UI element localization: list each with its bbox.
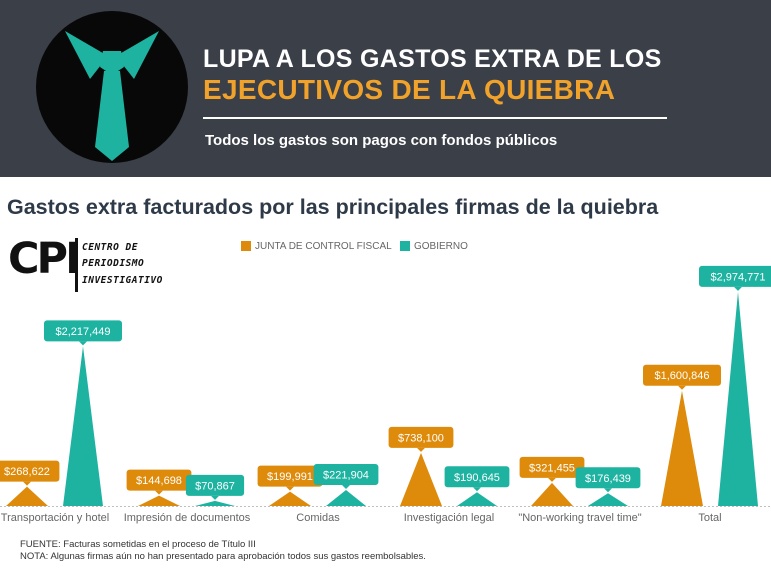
cpi-logo-bar bbox=[75, 238, 78, 292]
bar-gobierno-4 bbox=[588, 493, 628, 506]
data-label-gobierno-4: $176,439 bbox=[575, 467, 641, 493]
chart-title: Gastos extra facturados por las principa… bbox=[7, 195, 659, 219]
banner-title-line1: LUPA A LOS GASTOS EXTRA DE LOS bbox=[203, 45, 662, 73]
data-label-junta-2: $199,991 bbox=[257, 465, 323, 491]
tie-icon bbox=[36, 11, 188, 163]
legend-label-gobierno: GOBIERNO bbox=[414, 241, 468, 252]
data-label-junta-1: $144,698 bbox=[126, 469, 192, 495]
footnotes: FUENTE: Facturas sometidas en el proceso… bbox=[20, 539, 426, 562]
data-label-junta-4: $321,455 bbox=[519, 456, 585, 482]
svg-text:$176,439: $176,439 bbox=[585, 473, 631, 485]
x-tick-label-3: Investigación legal bbox=[404, 512, 495, 524]
svg-text:$70,867: $70,867 bbox=[195, 480, 235, 492]
footnote-note: NOTA: Algunas firmas aún no han presenta… bbox=[20, 550, 426, 562]
x-tick-label-5: Total bbox=[698, 512, 721, 524]
x-tick-label-2: Comidas bbox=[296, 512, 340, 524]
bar-junta-4 bbox=[531, 482, 573, 506]
data-label-gobierno-1: $70,867 bbox=[185, 474, 245, 500]
x-tick-label-0: Transportación y hotel bbox=[1, 512, 109, 524]
legend-swatch-junta bbox=[241, 241, 251, 251]
bar-junta-2 bbox=[269, 491, 311, 506]
data-label-gobierno-2: $221,904 bbox=[313, 464, 379, 490]
svg-text:$144,698: $144,698 bbox=[136, 475, 182, 487]
cpi-logo-mark: CPI bbox=[8, 234, 81, 284]
bar-gobierno-3 bbox=[457, 492, 497, 506]
bar-junta-1 bbox=[138, 495, 180, 506]
svg-text:$1,600,846: $1,600,846 bbox=[654, 370, 709, 382]
footnote-source: FUENTE: Facturas sometidas en el proceso… bbox=[20, 539, 256, 550]
cpi-logo-line2: PERIODISMO bbox=[82, 258, 145, 269]
legend-label-junta: JUNTA DE CONTROL FISCAL bbox=[255, 241, 392, 252]
cpi-logo-line1: CENTRO DE bbox=[82, 242, 138, 253]
svg-text:$190,645: $190,645 bbox=[454, 472, 500, 484]
bar-gobierno-1 bbox=[195, 500, 235, 506]
cpi-logo-line3: INVESTIGATIVO bbox=[82, 275, 163, 286]
x-tick-label-4: "Non-working travel time" bbox=[518, 512, 641, 524]
data-label-gobierno-3: $190,645 bbox=[444, 466, 510, 492]
svg-text:$268,622: $268,622 bbox=[4, 466, 50, 478]
data-label-junta-0: $268,622 bbox=[0, 460, 60, 486]
bar-gobierno-0 bbox=[63, 346, 103, 506]
data-label-gobierno-0: $2,217,449 bbox=[44, 320, 122, 346]
banner-subtitle: Todos los gastos son pagos con fondos pú… bbox=[205, 132, 558, 149]
banner-divider bbox=[203, 117, 667, 119]
data-label-gobierno-5: $2,974,771 bbox=[699, 265, 771, 291]
svg-text:$2,217,449: $2,217,449 bbox=[55, 326, 110, 338]
svg-text:$221,904: $221,904 bbox=[323, 470, 369, 482]
legend-swatch-gobierno bbox=[400, 241, 410, 251]
bar-junta-5 bbox=[661, 390, 703, 506]
bar-junta-3 bbox=[400, 452, 442, 506]
x-tick-label-1: Impresión de documentos bbox=[124, 512, 251, 524]
bar-junta-0 bbox=[6, 486, 48, 506]
svg-text:$199,991: $199,991 bbox=[267, 471, 313, 483]
svg-text:$2,974,771: $2,974,771 bbox=[710, 271, 765, 283]
banner-title-line2: EJECUTIVOS DE LA QUIEBRA bbox=[203, 74, 616, 105]
data-label-junta-5: $1,600,846 bbox=[643, 364, 721, 390]
svg-text:$738,100: $738,100 bbox=[398, 432, 444, 444]
header-banner: LUPA A LOS GASTOS EXTRA DE LOS EJECUTIVO… bbox=[0, 0, 771, 177]
bar-gobierno-2 bbox=[326, 490, 366, 506]
data-label-junta-3: $738,100 bbox=[388, 426, 454, 452]
bar-gobierno-5 bbox=[718, 291, 758, 506]
svg-text:$321,455: $321,455 bbox=[529, 462, 575, 474]
